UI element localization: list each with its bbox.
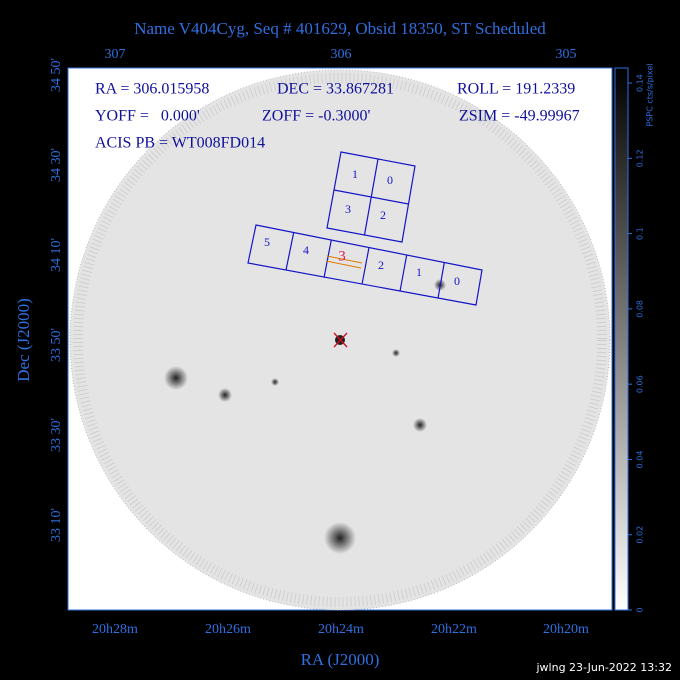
title: Name V404Cyg, Seq # 401629, Obsid 18350,… xyxy=(134,19,546,38)
y-tick-label: 33 30' xyxy=(49,418,64,452)
y-tick-label: 34 50' xyxy=(49,58,64,92)
x-top-tick-label: 306 xyxy=(331,47,352,62)
colorbar-tick-label: 0.14 xyxy=(636,74,645,92)
x-axis-label: RA (J2000) xyxy=(301,650,380,669)
info-line: ZSIM = -49.99967 xyxy=(459,108,580,125)
colorbar-tick-label: 0 xyxy=(636,607,645,612)
y-tick-label: 34 30' xyxy=(49,148,64,182)
x-bottom-tick-label: 20h24m xyxy=(318,622,364,637)
y-tick-label: 33 50' xyxy=(49,328,64,362)
x-top-tick-label: 305 xyxy=(556,47,577,62)
colorbar-tick-label: 0.1 xyxy=(636,227,645,240)
colorbar xyxy=(614,67,629,611)
colorbar-tick-label: 0.02 xyxy=(636,526,645,544)
sources xyxy=(164,279,446,554)
acis-s-chip-label: 3 xyxy=(338,248,346,264)
info-line: ACIS PB = WT008FD014 xyxy=(95,135,265,152)
acis-i-chip-label: 2 xyxy=(380,208,386,222)
x-top-tick-label: 307 xyxy=(105,47,126,62)
info-line: DEC = 33.867281 xyxy=(277,81,394,98)
footer: jwlng 23-Jun-2022 13:32 xyxy=(536,661,673,674)
colorbar-tick-label: 0.08 xyxy=(636,300,645,318)
x-bottom-tick-label: 20h26m xyxy=(205,622,251,637)
info-line: ROLL = 191.2339 xyxy=(457,81,575,98)
acis-i-array xyxy=(326,151,416,243)
acis-s-chip-label: 4 xyxy=(303,243,309,257)
y-tick-label: 33 10' xyxy=(49,508,64,542)
acis-i-chip-label: 1 xyxy=(352,167,358,181)
acis-s-array xyxy=(247,224,483,306)
target-marker xyxy=(333,332,348,348)
x-bottom-tick-label: 20h20m xyxy=(543,622,589,637)
x-bottom-tick-label: 20h22m xyxy=(431,622,477,637)
acis-i-chip-label: 3 xyxy=(345,202,351,216)
colorbar-tick-label: 0.06 xyxy=(636,375,645,393)
colorbar-tick-label: 0.04 xyxy=(636,451,645,469)
colorbar-tick-label: 0.12 xyxy=(636,149,645,167)
colorbar-label: PSPC cts/s/pixel xyxy=(646,63,655,126)
aimpoint-region xyxy=(325,255,363,269)
y-axis-label: Dec (J2000) xyxy=(14,298,33,382)
acis-s-chip-label: 0 xyxy=(454,274,460,288)
acis-i-chip-label: 0 xyxy=(387,173,393,187)
info-line: YOFF = 0.000' xyxy=(95,108,200,125)
info-line: RA = 306.015958 xyxy=(95,81,209,98)
acis-s-chip-label: 2 xyxy=(378,258,384,272)
acis-s-chip-label: 1 xyxy=(416,265,422,279)
x-bottom-tick-label: 20h28m xyxy=(92,622,138,637)
info-line: ZOFF = -0.3000' xyxy=(262,108,370,125)
field-noise xyxy=(73,73,607,607)
y-tick-label: 34 10' xyxy=(49,238,64,272)
acis-s-chip-label: 5 xyxy=(264,235,270,249)
